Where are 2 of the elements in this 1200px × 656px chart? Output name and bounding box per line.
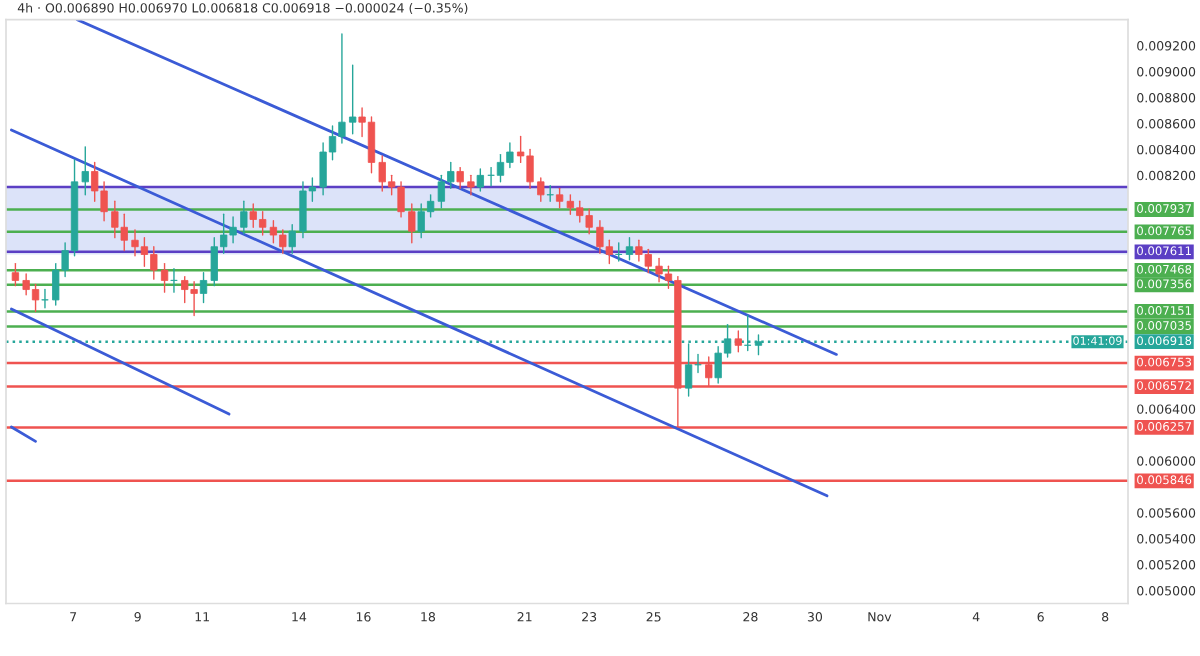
candlestick [170,268,178,293]
candlestick [734,330,742,353]
